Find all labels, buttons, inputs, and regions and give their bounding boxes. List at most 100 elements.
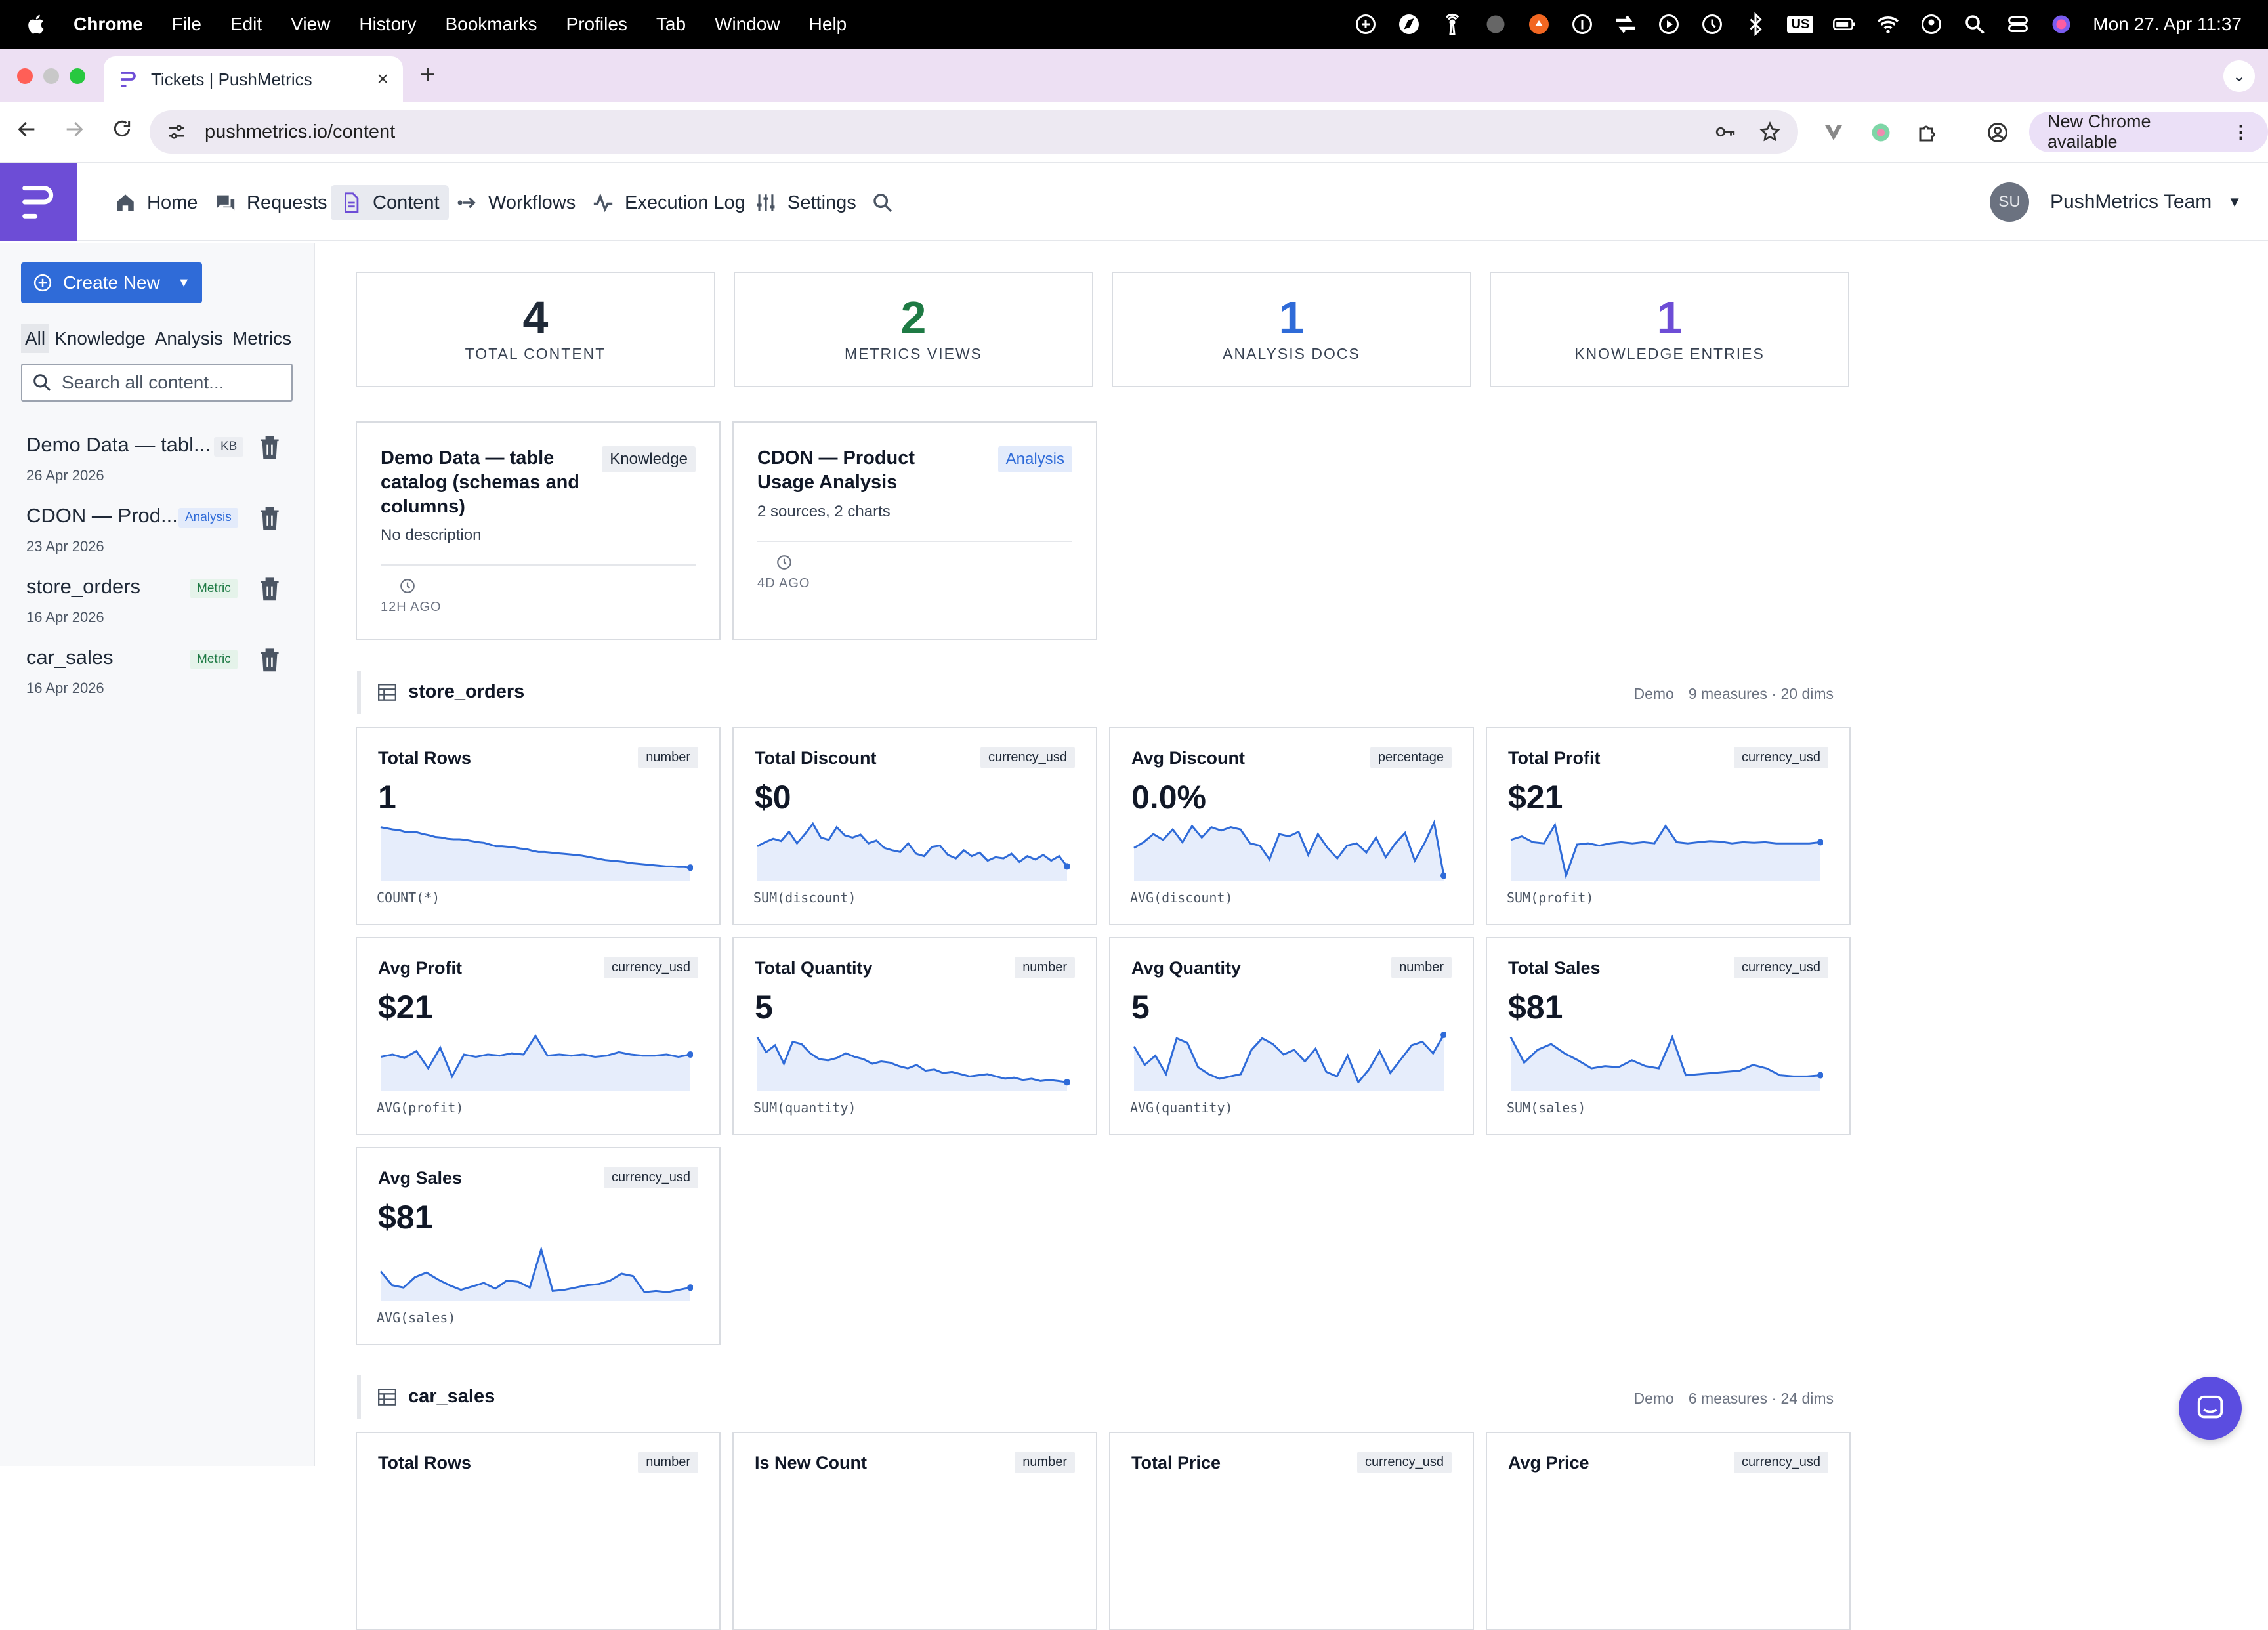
chevron-down-icon[interactable]: ▼ [2227,194,2242,210]
search-input[interactable]: Search all content... [21,364,293,402]
tray-globe-icon[interactable] [1484,12,1507,36]
team-name[interactable]: PushMetrics Team [2050,191,2212,213]
spotlight-search-icon[interactable] [1963,12,1986,36]
metric-card-total-discount[interactable]: Total Discount currency_usd $0 SUM(disco… [732,727,1097,925]
pushmetrics-logo[interactable] [0,163,77,241]
menu-file[interactable]: File [171,14,201,34]
tab-close-icon[interactable]: × [377,68,388,90]
metric-card-avg-profit[interactable]: Avg Profit currency_usd $21 AVG(profit) [356,937,721,1135]
trash-icon[interactable] [259,434,281,459]
bluetooth-icon[interactable] [1744,12,1767,36]
metric-card-avg-sales[interactable]: Avg Sales currency_usd $81 AVG(sales) [356,1147,721,1345]
reload-icon[interactable] [112,118,133,139]
bookmark-star-icon[interactable] [1759,121,1781,143]
doc-card-cdon[interactable]: CDON — Product Usage Analysis Analysis 2… [732,421,1097,640]
tray-play-icon[interactable] [1657,12,1681,36]
nav-execution-log[interactable]: Execution Log [583,185,755,220]
filter-all[interactable]: All [21,324,50,353]
metric-card-avg-price[interactable]: Avg Price currency_usd [1486,1432,1851,1630]
window-zoom-button[interactable] [70,68,85,84]
window-minimize-button[interactable] [43,68,59,84]
nav-content[interactable]: Content [331,185,449,220]
browser-tab-active[interactable]: Tickets | PushMetrics × [104,56,403,102]
tray-app-icon[interactable] [1354,12,1377,36]
tray-arrows-icon[interactable] [1614,12,1637,36]
chevron-down-icon[interactable]: ▼ [177,275,190,290]
menu-profiles[interactable]: Profiles [566,14,627,34]
sidebar-item-store-orders[interactable]: store_orders Metric 16 Apr 2026 [26,575,289,646]
create-new-button[interactable]: Create New ▼ [21,262,202,303]
filter-metrics[interactable]: Metrics [232,328,292,348]
menu-help[interactable]: Help [808,14,847,34]
apple-icon[interactable] [26,14,45,35]
sidebar-item-cdon[interactable]: CDON — Prod... Analysis 23 Apr 2026 [26,504,289,575]
tray-time-machine-icon[interactable] [1700,12,1724,36]
trash-icon[interactable] [259,505,281,530]
filter-analysis[interactable]: Analysis [154,328,223,348]
tray-info-icon[interactable] [1570,12,1594,36]
metric-card-total-profit[interactable]: Total Profit currency_usd $21 SUM(profit… [1486,727,1851,925]
trash-icon[interactable] [259,647,281,672]
metric-card-avg-quantity[interactable]: Avg Quantity number 5 AVG(quantity) [1109,937,1474,1135]
metric-expression: COUNT(*) [377,890,440,906]
menu-edit[interactable]: Edit [230,14,262,34]
user-menu[interactable]: SU PushMetrics Team ▼ [1990,182,2242,222]
metric-card-total-quantity[interactable]: Total Quantity number 5 SUM(quantity) [732,937,1097,1135]
nav-settings[interactable]: Settings [746,185,866,220]
section-header-store-orders[interactable]: store_orders Demo 9 measures · 20 dims [357,671,1834,714]
tray-broadcast-icon[interactable] [1440,12,1464,36]
extension-color-icon[interactable] [1869,121,1893,144]
nav-requests[interactable]: Requests [205,185,337,220]
support-chat-button[interactable] [2179,1377,2242,1440]
keyboard-layout-badge[interactable]: US [1787,15,1814,33]
site-settings-icon[interactable] [167,122,186,142]
metric-card-is-new-count[interactable]: Is New Count number [732,1432,1097,1630]
menu-window[interactable]: Window [715,14,780,34]
pushmetrics-logo-icon [22,186,54,219]
user-account-icon[interactable] [1920,12,1943,36]
control-center-icon[interactable] [2006,12,2030,36]
nav-home[interactable]: Home [105,185,207,220]
metric-card-total-rows[interactable]: Total Rows number [356,1432,721,1630]
menu-history[interactable]: History [359,14,417,34]
extension-v-icon[interactable] [1822,121,1845,144]
menu-view[interactable]: View [291,14,331,34]
back-icon[interactable] [16,118,38,140]
menu-bar-clock[interactable]: Mon 27. Apr 11:37 [2093,14,2242,34]
doc-card-demo-data[interactable]: Demo Data — table catalog (schemas and c… [356,421,721,640]
nav-workflows[interactable]: Workflows [446,185,585,220]
battery-icon[interactable] [1833,12,1857,36]
profile-icon[interactable] [1986,121,2009,144]
content-sidebar: Create New ▼ All Knowledge Analysis Metr… [0,243,315,1466]
metric-card-total-rows[interactable]: Total Rows number 1 COUNT(*) [356,727,721,925]
window-close-button[interactable] [17,68,33,84]
tray-orange-app-icon[interactable] [1527,12,1551,36]
filter-knowledge[interactable]: Knowledge [54,328,146,348]
trash-icon[interactable] [259,576,281,601]
menu-tab[interactable]: Tab [656,14,686,34]
url-text[interactable]: pushmetrics.io/content [205,121,396,142]
tab-search-button[interactable]: ⌄ [2223,60,2255,92]
tray-compass-icon[interactable] [1397,12,1421,36]
sparkline-area [757,1037,1067,1091]
sidebar-item-car-sales[interactable]: car_sales Metric 16 Apr 2026 [26,646,289,717]
new-chrome-available-button[interactable]: New Chrome available ⋮ [2029,112,2268,152]
avatar[interactable]: SU [1990,182,2030,222]
metric-card-total-price[interactable]: Total Price currency_usd [1109,1432,1474,1630]
chrome-menu-icon[interactable]: ⋮ [2232,121,2250,142]
password-key-icon[interactable] [1714,121,1736,143]
forward-icon[interactable] [63,118,85,140]
sidebar-item-demo-data[interactable]: Demo Data — tabl... KB 26 Apr 2026 [26,433,289,504]
metric-card-avg-discount[interactable]: Avg Discount percentage 0.0% AVG(discoun… [1109,727,1474,925]
section-header-car-sales[interactable]: car_sales Demo 6 measures · 24 dims [357,1375,1834,1419]
extensions-puzzle-icon[interactable] [1916,121,1940,144]
address-bar[interactable]: pushmetrics.io/content [150,110,1798,154]
sparkline-last-point [1817,1072,1823,1079]
siri-icon[interactable] [2049,12,2073,36]
menu-app-name[interactable]: Chrome [74,14,143,34]
new-tab-button[interactable]: + [420,60,436,89]
menu-bookmarks[interactable]: Bookmarks [445,14,537,34]
metric-card-total-sales[interactable]: Total Sales currency_usd $81 SUM(sales) [1486,937,1851,1135]
nav-search[interactable] [862,185,914,220]
wifi-icon[interactable] [1876,12,1900,36]
